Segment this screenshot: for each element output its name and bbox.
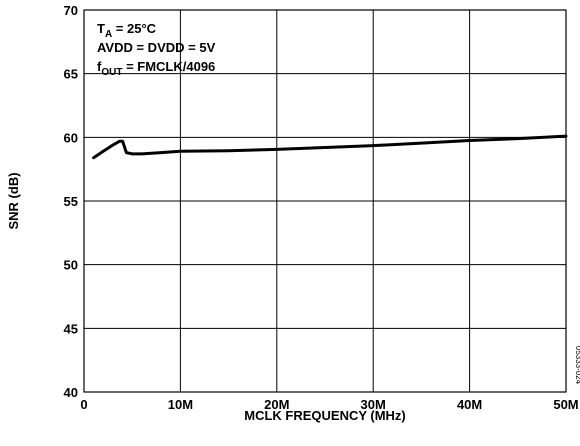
x-tick-label: 0 — [80, 397, 87, 412]
annotation-line-1: TA = 25°C — [97, 21, 157, 40]
series-layer — [92, 134, 568, 160]
y-tick-label: 45 — [64, 321, 78, 336]
y-axis-title: SNR (dB) — [6, 172, 21, 229]
x-axis-title: MCLK FREQUENCY (MHz) — [244, 408, 406, 423]
x-tick-label: 50M — [553, 397, 578, 412]
y-tick-labels: 40 45 50 55 60 65 70 — [64, 3, 78, 400]
grid — [84, 10, 566, 392]
y-tick-label: 40 — [64, 385, 78, 400]
figure-id: 05333-024 — [574, 346, 580, 385]
annotation-line-2: AVDD = DVDD = 5V — [97, 40, 216, 55]
x-tick-labels: 0 10M 20M 30M 40M 50M — [80, 397, 578, 412]
y-tick-label: 65 — [64, 67, 78, 82]
conditions-annotation: TA = 25°C AVDD = DVDD = 5V fOUT = FMCLK/… — [97, 21, 216, 78]
x-tick-label: 10M — [168, 397, 193, 412]
y-tick-label: 60 — [64, 130, 78, 145]
x-tick-label: 30M — [361, 397, 386, 412]
x-tick-label: 20M — [264, 397, 289, 412]
y-tick-label: 70 — [64, 3, 78, 18]
annotation-line-3: fOUT = FMCLK/4096 — [97, 59, 215, 78]
x-tick-label: 40M — [457, 397, 482, 412]
plot-frame — [83, 9, 567, 393]
y-tick-label: 55 — [64, 194, 78, 209]
snr-series-line — [92, 134, 568, 160]
y-tick-label: 50 — [64, 258, 78, 273]
